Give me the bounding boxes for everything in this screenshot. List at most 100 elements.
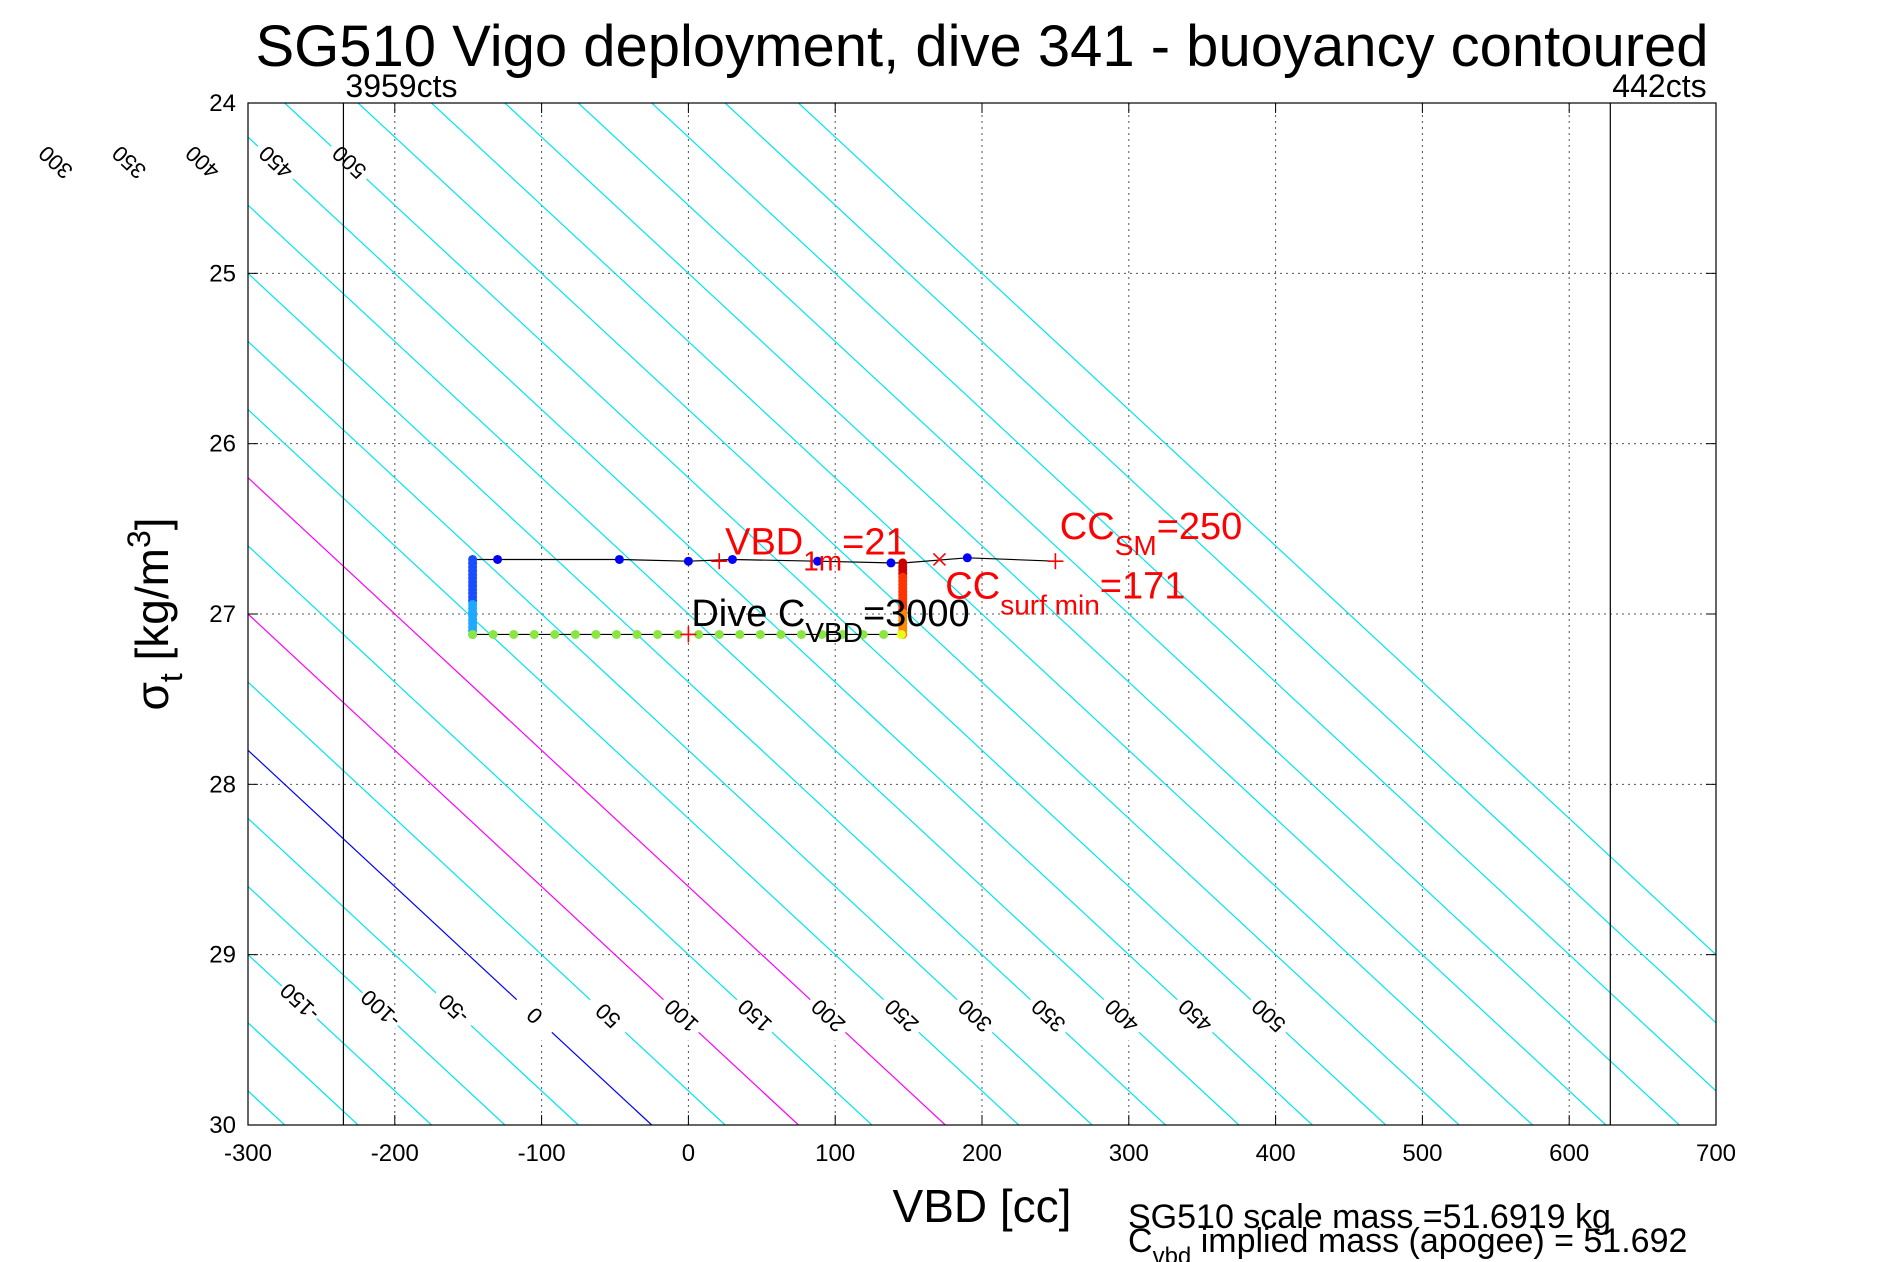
contour-label: 100 — [654, 991, 707, 1042]
annotation-value: =3000 — [863, 593, 970, 635]
contour-label: 250 — [874, 991, 927, 1042]
contour-label: 400 — [1095, 991, 1147, 1042]
annotation-sub: 1m — [803, 545, 842, 576]
dive-point-green — [529, 629, 539, 639]
dive-path — [472, 557, 1056, 564]
chart-title: SG510 Vigo deployment, dive 341 - buoyan… — [255, 14, 1708, 79]
x-tick-label: 300 — [1109, 1140, 1149, 1167]
dive-point-green — [591, 629, 601, 639]
contour-label-bg — [581, 991, 633, 1042]
contour-line — [248, 476, 946, 1125]
x-axis-label: VBD [cc] — [893, 1180, 1072, 1232]
dive-point-green — [653, 629, 663, 639]
dive-point-green — [817, 629, 827, 639]
implied-mass-c: C — [1128, 1222, 1153, 1260]
annotation: CCsurf min=171 — [945, 566, 1185, 621]
x-tick-label: -100 — [518, 1140, 566, 1167]
contour-line — [248, 545, 873, 1125]
count-limit-label: 442cts — [1612, 68, 1706, 104]
contour-label: 450 — [1168, 991, 1220, 1042]
contour-label: 50 — [581, 991, 633, 1042]
y-tick-label: 28 — [209, 771, 236, 798]
contour-line — [248, 204, 1240, 1125]
contour-label-bg — [507, 991, 560, 1042]
svg-text:σt [kg/m3]: σt [kg/m3] — [121, 517, 189, 710]
dive-point-green — [468, 629, 478, 639]
annotation: Dive CVBD=3000 — [691, 593, 969, 648]
dive-point-blue — [886, 558, 896, 568]
contour-label-bg — [1241, 991, 1294, 1042]
x-tick-label: 500 — [1402, 1140, 1442, 1167]
markers — [680, 552, 1064, 643]
x-tick-label: 0 — [682, 1140, 695, 1167]
contour-label: 150 — [728, 991, 780, 1042]
contour-label-bg — [427, 984, 479, 1036]
buoyancy-contours — [0, 103, 1716, 1125]
contour-line — [0, 103, 211, 1125]
annotation-sub: VBD — [805, 617, 863, 648]
contour-label: 200 — [801, 991, 853, 1042]
dive-point-green — [796, 629, 806, 639]
annotation-value: =171 — [1100, 566, 1186, 608]
contour-line — [431, 103, 1533, 1125]
dive-point-green — [838, 629, 848, 639]
contour-label: 0 — [507, 991, 560, 1042]
annotation-sub: SM — [1115, 530, 1157, 561]
contour-label-bg — [102, 138, 154, 189]
x-tick-label: 200 — [962, 1140, 1002, 1167]
dive-point-green — [632, 629, 642, 639]
y-axis-label-unit-close: ] — [126, 517, 178, 530]
contour-label-bg — [874, 991, 927, 1042]
implied-mass-sub: vbd — [1153, 1243, 1192, 1262]
cross-marker — [932, 552, 946, 567]
contour-label-bg — [1021, 991, 1074, 1042]
x-tick-label: 700 — [1696, 1140, 1736, 1167]
contour-label-bg — [801, 991, 853, 1042]
contour-line — [248, 885, 506, 1125]
contour-label-bg — [353, 984, 406, 1036]
contour-line — [248, 817, 579, 1125]
contour-line — [248, 408, 1020, 1125]
dive-point-green — [755, 629, 765, 639]
contour-label-bg — [1095, 991, 1147, 1042]
contour-label: -50 — [427, 984, 479, 1036]
x-tick-label: 600 — [1549, 1140, 1589, 1167]
contour-label-bg — [728, 991, 780, 1042]
y-tick-label: 26 — [209, 431, 236, 458]
contour-line — [248, 613, 799, 1125]
dive-point-blue — [614, 554, 624, 564]
annotation-sub: surf min — [1000, 590, 1100, 621]
y-axis-label: σt [kg/m3] — [121, 517, 189, 710]
dive-point-green — [714, 629, 724, 639]
contour-label-bg — [322, 138, 374, 189]
y-tick-label: 27 — [209, 601, 236, 628]
contour-line — [724, 103, 1716, 1024]
annotation-base: CC — [1060, 506, 1115, 548]
contour-label: 500 — [1241, 991, 1294, 1042]
y-tick-label: 24 — [209, 90, 236, 117]
implied-mass-rest: implied mass (apogee) = 51.692 — [1191, 1222, 1687, 1260]
contour-label: 350 — [1021, 991, 1074, 1042]
contour-line — [248, 136, 1313, 1125]
dive-point-green — [776, 629, 786, 639]
y-axis-label-sub: t — [153, 673, 189, 682]
y-tick-label: 29 — [209, 942, 236, 969]
contour-line — [248, 272, 1166, 1125]
contour-line — [284, 103, 1387, 1125]
contour-line — [504, 103, 1607, 1125]
dive-series — [468, 553, 1056, 639]
count-limit-label: 3959cts — [345, 68, 457, 104]
x-tick-label: 100 — [815, 1140, 855, 1167]
x-tick-label: -300 — [224, 1140, 272, 1167]
dive-point-green — [735, 629, 745, 639]
contour-label-bg — [1168, 991, 1220, 1042]
scale-mass-text: SG510 scale mass =51.6919 kg — [1128, 1198, 1611, 1236]
annotation-value: =21 — [842, 521, 906, 563]
axis-ticks: -300 -200 -100 0 100 200 300 400 500 600 700242526… — [209, 90, 1736, 1167]
dive-point-blue — [493, 554, 503, 564]
dive-point-green — [694, 629, 704, 639]
contour-line — [357, 103, 1460, 1125]
dive-point-green — [858, 629, 868, 639]
vbd-count-limits: 3959cts 442cts — [342, 68, 1707, 1125]
